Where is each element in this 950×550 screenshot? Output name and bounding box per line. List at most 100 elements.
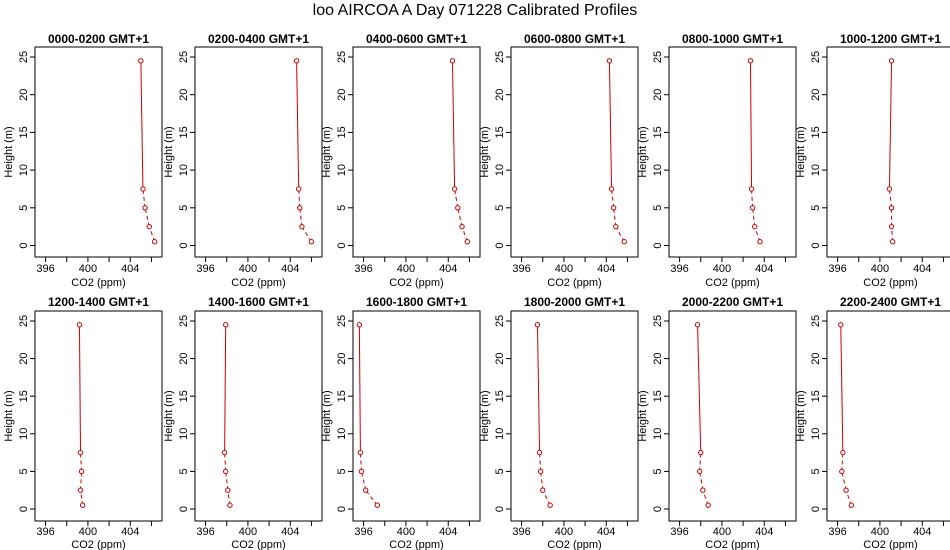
data-point [146,223,153,230]
x-tick-label: 396 [36,263,54,275]
y-tick-label: 5 [336,468,348,474]
x-tick-label: 404 [281,263,299,275]
plot-box [194,46,323,258]
profile-segment [841,471,847,491]
y-axis-label: Height (m) [637,390,649,441]
y-tick-label: 20 [810,352,822,364]
y-tick-label: 0 [494,506,506,512]
y-tick-label: 10 [336,428,348,440]
x-axis-label: CO2 (ppm) [547,539,601,550]
plot-box [510,310,639,522]
y-tick-label: 0 [336,242,348,248]
panel-title: 0600-0800 GMT+1 [524,32,625,46]
data-point [459,223,465,230]
y-tick-label: 15 [652,126,664,138]
y-axis-label: Height (m) [637,126,649,177]
y-tick-label: 15 [178,126,190,138]
y-tick-label: 25 [18,315,30,327]
y-tick-label: 20 [652,352,664,364]
data-point [889,239,896,245]
plot-box [510,46,639,258]
x-axis-label: CO2 (ppm) [231,277,285,289]
data-point [225,487,231,493]
data-point [838,322,844,328]
profile-segment [699,471,704,491]
x-tick-label: 400 [713,263,731,275]
data-point [455,205,461,211]
y-tick-label: 25 [810,315,822,327]
plot-box [352,310,481,522]
data-point [464,239,470,245]
data-point [698,449,704,456]
data-point [606,58,613,64]
data-point [363,487,369,493]
profile-segment [539,452,542,472]
profile-segment [451,60,456,189]
data-point [540,487,546,493]
x-tick-label: 404 [913,526,931,538]
x-tick-label: 404 [913,263,931,275]
x-tick-label: 396 [828,526,846,538]
panel-3: 0600-0800 GMT+1 396 400 404 CO2 (ppm) 0 5 10 15 2… [479,32,639,289]
data-point [140,186,146,192]
y-tick-label: 15 [810,390,822,402]
y-axis-label: Height (m) [163,126,175,177]
y-tick-label: 20 [494,89,506,101]
y-tick-label: 0 [810,242,822,248]
plot-box [668,46,797,258]
y-tick-label: 15 [494,126,506,138]
y-axis-label: Height (m) [3,390,15,441]
y-tick-label: 0 [652,506,664,512]
y-axis-label: Height (m) [3,126,15,177]
data-point [536,449,543,456]
profile-segment [301,226,312,242]
y-tick-label: 25 [336,51,348,63]
y-axis-label: Height (m) [321,390,333,441]
profile-segment [80,452,83,472]
y-tick-label: 0 [336,506,348,512]
data-point [308,239,315,245]
profile-segment [142,188,146,208]
profile-segment [536,324,541,453]
x-tick-label: 396 [354,526,372,538]
data-point [613,223,619,230]
profile-segment [299,207,303,227]
panel-4: 0800-1000 GMT+1 396 400 404 CO2 (ppm) 0 5 10 15 2… [637,32,797,289]
data-point [142,205,148,211]
y-tick-label: 20 [336,89,348,101]
x-axis-label: CO2 (ppm) [547,277,601,289]
y-tick-label: 10 [336,164,348,176]
data-point [888,205,895,211]
data-point [227,502,233,508]
chart-title: loo AIRCOA A Day 071228 Calibrated Profi… [312,2,638,19]
x-tick-label: 396 [512,526,530,538]
plot-box [34,46,163,258]
x-tick-label: 404 [281,526,299,538]
y-tick-label: 0 [494,242,506,248]
data-point [77,487,84,493]
x-tick-label: 396 [670,526,688,538]
data-point [534,322,541,328]
x-tick-label: 396 [670,263,688,275]
data-point [78,468,85,475]
plot-box [194,310,323,522]
plot-box [826,310,950,522]
panel-title: 1200-1400 GMT+1 [48,295,149,309]
data-point [138,58,144,64]
panel-5: 1000-1200 GMT+1 396 400 404 CO2 (ppm) 0 5 10 15 2… [795,32,950,289]
x-tick-label: 400 [713,526,731,538]
y-tick-label: 5 [336,205,348,211]
profile-segment [298,188,301,208]
y-tick-label: 10 [178,164,190,176]
profile-segment [608,60,613,189]
y-tick-label: 15 [652,390,664,402]
x-axis-label: CO2 (ppm) [389,539,443,550]
x-tick-label: 396 [354,263,372,275]
data-point [358,468,365,475]
data-point [888,58,895,64]
profile-segment [841,452,844,472]
profile-segment [888,60,893,189]
profile-segment [611,188,615,208]
